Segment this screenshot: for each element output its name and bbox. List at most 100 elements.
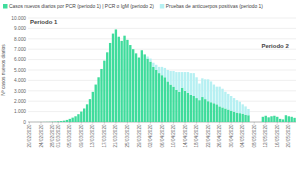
bar — [66, 119, 68, 120]
bar — [51, 121, 53, 122]
bar — [63, 121, 65, 122]
bar — [71, 117, 73, 118]
bar — [244, 115, 246, 122]
bar — [60, 121, 62, 122]
bar — [43, 121, 45, 122]
bar — [247, 115, 249, 122]
bar — [167, 70, 169, 81]
bar — [37, 121, 39, 122]
grid-line — [28, 38, 296, 39]
bar — [31, 122, 33, 123]
bar — [204, 99, 206, 122]
legend-label: Pruebas de anticuerpos positivas (period… — [166, 4, 263, 9]
bar — [112, 34, 114, 122]
bar — [152, 67, 154, 122]
bar — [193, 96, 195, 122]
bar — [120, 41, 122, 122]
bar — [190, 73, 192, 95]
bar — [239, 102, 241, 113]
bar — [227, 110, 229, 122]
x-tick — [265, 122, 266, 124]
bar — [201, 78, 203, 97]
x-tick — [92, 122, 93, 124]
bar — [74, 116, 76, 117]
y-tick-label: 8.000 — [14, 37, 26, 42]
bar — [265, 116, 267, 122]
bar — [175, 90, 177, 122]
bar — [106, 52, 108, 53]
bar — [293, 118, 295, 122]
y-tick-label: 0 — [23, 120, 26, 125]
bar — [155, 70, 157, 122]
bar — [126, 39, 128, 40]
bar — [141, 50, 143, 122]
x-tick-label: 28/02/2020 — [50, 124, 55, 147]
bar — [195, 98, 197, 122]
bar — [86, 104, 88, 105]
bar — [48, 121, 50, 122]
x-tick-label: 30/04/2020 — [229, 124, 234, 147]
bar — [213, 103, 215, 122]
bar — [115, 29, 117, 122]
bar — [89, 99, 91, 100]
bar — [178, 92, 180, 122]
y-tick-label: 10.000 — [11, 16, 26, 21]
bar — [146, 59, 148, 122]
x-tick-label: 17/03/2020 — [102, 124, 107, 147]
x-tick-label: 14/04/2020 — [183, 124, 188, 147]
x-tick — [277, 122, 278, 124]
bar — [290, 117, 292, 122]
bar — [230, 96, 232, 111]
bar — [89, 99, 91, 122]
bar — [123, 36, 125, 122]
bar — [210, 102, 212, 122]
y-axis-label: Nº casos nuevos diarios — [1, 44, 6, 96]
x-tick — [196, 122, 197, 124]
bar — [172, 87, 174, 122]
bar — [233, 98, 235, 112]
x-tick-label: 16/05/2020 — [275, 124, 280, 147]
bar — [54, 121, 56, 122]
bar — [34, 121, 36, 122]
x-tick-label: 20/05/2020 — [286, 124, 291, 147]
bar — [46, 121, 48, 122]
bar — [80, 111, 82, 112]
bar — [97, 77, 99, 122]
bar — [172, 71, 174, 87]
x-tick — [81, 122, 82, 124]
bar — [218, 87, 220, 107]
bar — [86, 104, 88, 122]
bar — [141, 50, 143, 51]
x-tick-label: 12/05/2020 — [263, 124, 268, 147]
x-tick — [150, 122, 151, 124]
bar — [115, 29, 117, 30]
x-tick-label: 01/03/2020 — [56, 124, 61, 147]
bar — [216, 104, 218, 122]
x-tick — [127, 122, 128, 124]
x-tick — [288, 122, 289, 124]
bar — [103, 61, 105, 122]
x-tick-label: 09/03/2020 — [79, 124, 84, 147]
x-tick-label: 22/04/2020 — [206, 124, 211, 147]
bar — [54, 121, 56, 122]
x-tick — [58, 122, 59, 124]
x-tick — [69, 122, 70, 124]
bar — [46, 121, 48, 122]
bar — [144, 54, 146, 55]
bar — [83, 108, 85, 122]
bar — [144, 54, 146, 122]
bar — [129, 45, 131, 46]
grid-line — [28, 49, 296, 50]
bars — [34, 29, 296, 122]
bar — [74, 116, 76, 122]
bar — [158, 73, 160, 122]
bar — [71, 118, 73, 122]
bar — [233, 112, 235, 122]
bar — [262, 117, 264, 122]
bar — [207, 79, 209, 101]
x-tick-label: 05/03/2020 — [67, 124, 72, 147]
bar — [132, 49, 134, 122]
bar — [138, 57, 140, 58]
bar — [242, 114, 244, 122]
bar — [51, 121, 53, 122]
